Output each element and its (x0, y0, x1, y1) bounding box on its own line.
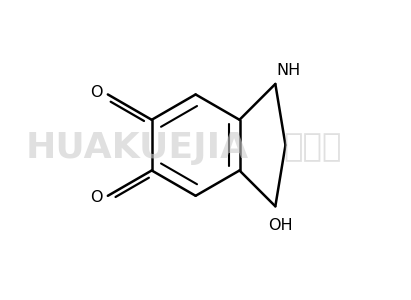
Text: 化学加: 化学加 (283, 133, 342, 164)
Text: OH: OH (268, 218, 293, 233)
Text: HUAKUEJIA: HUAKUEJIA (25, 131, 249, 165)
Text: O: O (90, 85, 102, 100)
Text: NH: NH (277, 63, 301, 78)
Text: O: O (90, 190, 102, 205)
